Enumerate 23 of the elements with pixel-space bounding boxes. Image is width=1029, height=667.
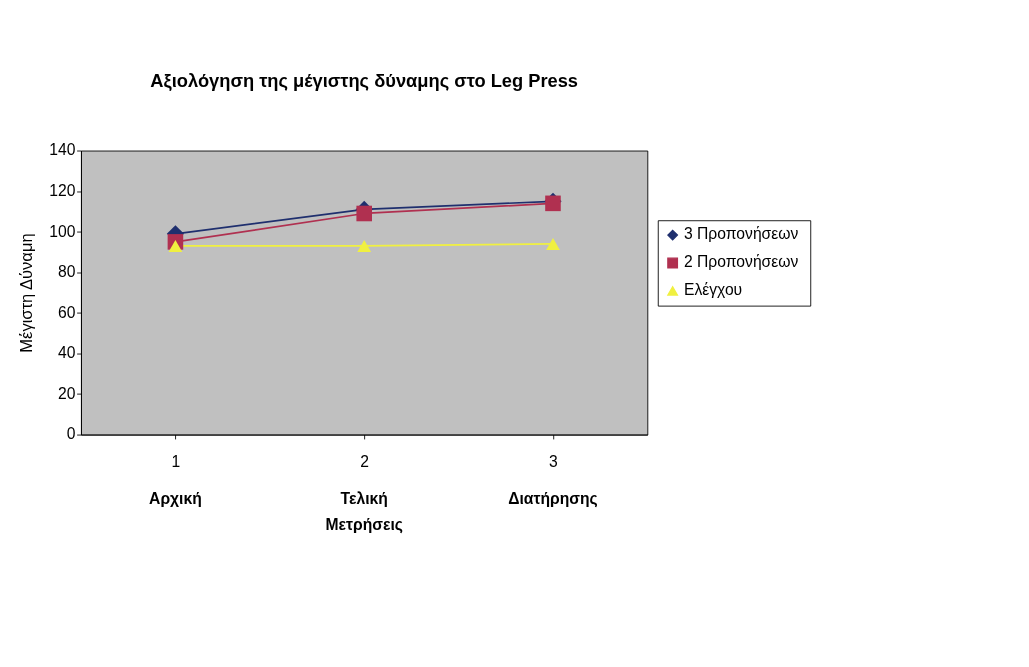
x-tick-label: 3 <box>549 453 559 471</box>
text: Διατήρησης <box>508 490 598 509</box>
point <box>168 239 183 252</box>
chart-title: Αξιολόγηση της μέγιστης δύναμης στο Leg Press <box>150 69 579 92</box>
y-tick-label: 120 <box>49 181 76 199</box>
legend-label: 3 Προπονήσεων <box>683 225 799 243</box>
legend-label: Ελέγχου <box>683 281 743 299</box>
y-tick-label: 60 <box>57 303 76 321</box>
point <box>546 237 560 250</box>
legend-label: 2 Προπονήσεων <box>683 253 799 271</box>
y-tick-label: 100 <box>49 222 76 240</box>
x-tick-label: 1 <box>171 453 181 471</box>
point <box>357 239 372 252</box>
y-tick-label: 20 <box>57 384 76 402</box>
point <box>356 205 372 222</box>
text: Αρχική <box>149 490 202 508</box>
text: Τελική Μετρήσεις <box>325 490 403 535</box>
y-tick-label: 80 <box>57 263 76 281</box>
y-tick-label: 0 <box>66 425 76 443</box>
y-tick-label: 40 <box>57 344 76 362</box>
x-tick-label: 2 <box>360 453 369 471</box>
y-tick-label: 140 <box>49 141 76 159</box>
y-axis-title: Μέγιστη Δύναμη <box>16 233 36 353</box>
